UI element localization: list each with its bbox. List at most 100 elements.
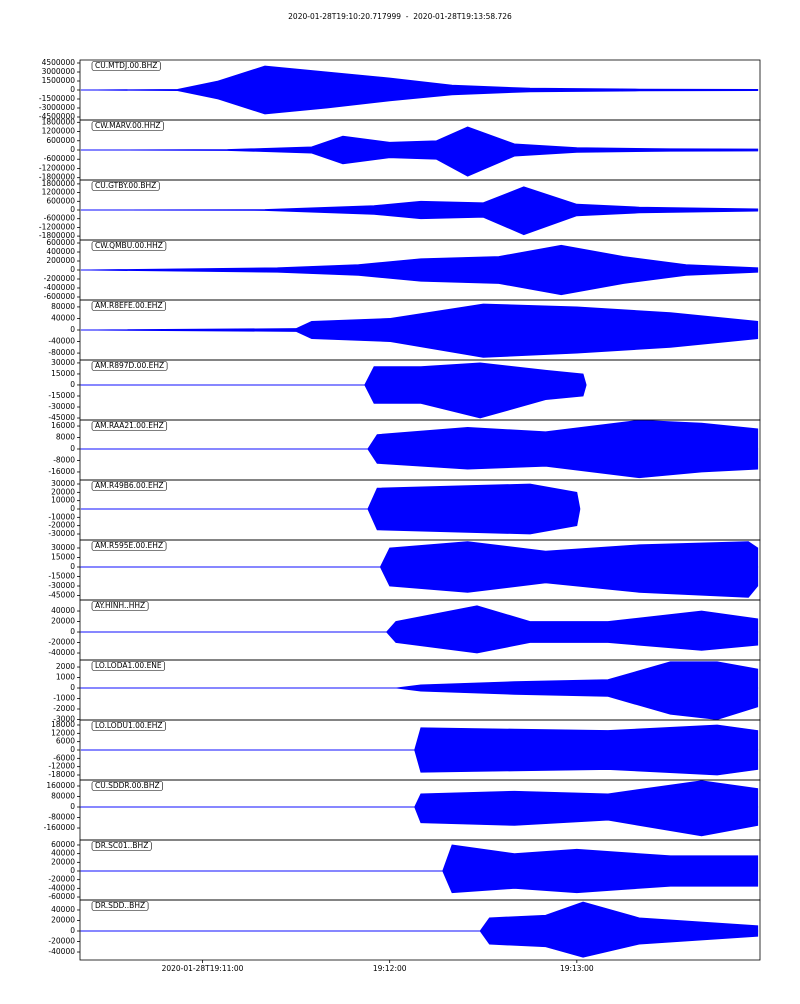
y-tick-label: -15000	[48, 391, 75, 400]
y-tick-label: 0	[70, 562, 75, 571]
y-tick-label: 30000	[51, 358, 75, 367]
y-tick-label: -20000	[48, 638, 75, 647]
waveform-envelope	[80, 541, 759, 568]
station-label: AM.R897D.00.EHZ	[95, 361, 164, 370]
waveform-envelope	[80, 126, 759, 151]
y-tick-label: -1500000	[39, 94, 75, 103]
y-tick-label: 0	[70, 683, 75, 692]
y-tick-label: -45000	[48, 413, 75, 422]
y-tick-label: 10000	[51, 496, 75, 505]
y-tick-label: -1800000	[39, 173, 75, 182]
waveform-envelope	[80, 930, 759, 958]
station-label-box	[91, 541, 167, 551]
station-label: CW.QMBU.00.HHZ	[95, 241, 163, 250]
y-tick-label: -12000	[48, 762, 75, 771]
station-label: CU.SDDR.00.BHZ	[95, 781, 160, 790]
station-label-box	[91, 61, 161, 71]
y-tick-label: -16000	[48, 467, 75, 476]
y-tick-label: 4500000	[42, 58, 76, 67]
waveform-envelope	[80, 303, 759, 331]
y-tick-label: 600000	[46, 136, 75, 145]
station-label-box	[91, 421, 168, 431]
y-tick-label: -20000	[48, 875, 75, 884]
y-tick-label: 0	[70, 85, 75, 94]
y-tick-label: 80000	[51, 791, 75, 800]
y-tick-label: -1200000	[39, 222, 75, 231]
y-tick-label: 12000	[51, 728, 75, 737]
station-label: CW.MARV.00.HHZ	[95, 121, 160, 130]
waveform-envelope	[80, 661, 759, 689]
y-tick-label: 20000	[51, 617, 75, 626]
waveform-envelope	[80, 269, 759, 296]
waveform-envelope	[80, 870, 759, 894]
y-tick-label: -600000	[44, 154, 76, 163]
y-tick-label: -20000	[48, 521, 75, 530]
y-tick-label: 18000	[51, 720, 75, 729]
y-tick-label: 0	[70, 627, 75, 636]
waveform-envelope	[80, 806, 759, 837]
waveform-envelope	[80, 244, 759, 271]
y-tick-label: -10000	[48, 512, 75, 521]
station-label-box	[91, 721, 166, 731]
y-tick-label: -1000	[53, 693, 75, 702]
y-tick-label: 0	[70, 325, 75, 334]
station-label: AY.HINH..HHZ	[95, 601, 145, 610]
y-tick-label: -400000	[44, 283, 76, 292]
waveform-envelope	[80, 149, 759, 177]
waveform-envelope	[80, 749, 759, 776]
waveform-envelope	[80, 566, 759, 598]
station-label: CU.MTDJ.00.BHZ	[95, 61, 157, 70]
y-tick-label: -30000	[48, 581, 75, 590]
station-label: AM.RAA21.00.EHZ	[95, 421, 164, 430]
y-tick-label: 2000	[56, 662, 75, 671]
waveform-envelope	[80, 419, 759, 450]
waveform-envelope	[80, 631, 759, 654]
y-tick-label: 15000	[51, 552, 75, 561]
station-label: DR.SDD..BHZ	[95, 901, 145, 910]
panel-frame	[79, 899, 761, 961]
station-label-box	[91, 781, 163, 791]
y-tick-label: 400000	[46, 247, 75, 256]
waveform-envelope	[80, 901, 759, 932]
y-tick-label: 8000	[56, 433, 75, 442]
waveform-envelope	[80, 508, 581, 535]
station-label-box	[91, 241, 167, 251]
y-tick-label: -1200000	[39, 163, 75, 172]
y-tick-label: -600000	[44, 292, 76, 301]
station-label: CU.GTBY.00.BHZ	[95, 181, 156, 190]
y-tick-label: 60000	[51, 840, 75, 849]
y-tick-label: -60000	[48, 892, 75, 901]
y-tick-label: -40000	[48, 337, 75, 346]
y-tick-label: -4500000	[39, 112, 75, 121]
x-tick-label: 19:13:00	[560, 964, 594, 973]
waveform-envelope	[80, 448, 759, 479]
y-tick-label: 16000	[51, 421, 75, 430]
y-tick-label: 1200000	[42, 188, 76, 197]
y-tick-label: 0	[70, 444, 75, 453]
y-tick-label: 1200000	[42, 127, 76, 136]
y-tick-label: -40000	[48, 947, 75, 956]
y-tick-label: -3000	[53, 714, 75, 723]
y-tick-label: 1800000	[42, 117, 76, 126]
y-tick-label: -2000	[53, 704, 75, 713]
y-tick-label: 40000	[51, 849, 75, 858]
waveform-envelope	[80, 687, 759, 720]
y-tick-label: 80000	[51, 302, 75, 311]
y-tick-label: 0	[70, 745, 75, 754]
x-tick-label: 19:12:00	[373, 964, 407, 973]
y-tick-label: -80000	[48, 813, 75, 822]
y-tick-label: 0	[70, 504, 75, 513]
waveform-envelope	[80, 65, 759, 91]
y-tick-label: 600000	[46, 238, 75, 247]
y-tick-label: 0	[70, 866, 75, 875]
station-label: AM.R49B6.00.EHZ	[95, 481, 164, 490]
y-tick-label: -18000	[48, 770, 75, 779]
y-tick-label: -40000	[48, 648, 75, 657]
y-tick-label: 20000	[51, 915, 75, 924]
station-label-box	[91, 601, 149, 611]
y-tick-label: -600000	[44, 214, 76, 223]
waveform-envelope	[80, 329, 759, 358]
y-tick-label: 600000	[46, 196, 75, 205]
